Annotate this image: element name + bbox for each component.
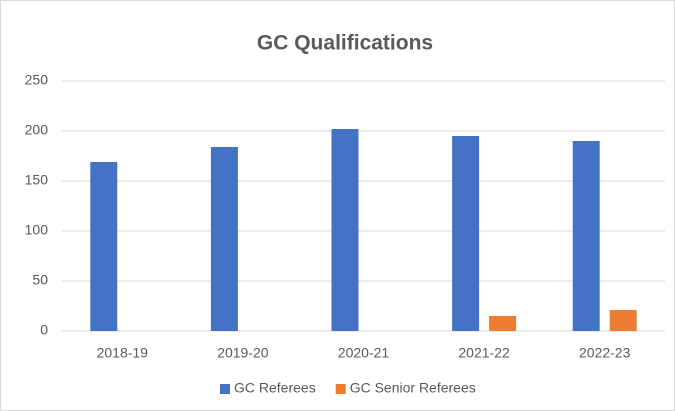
y-tick-label: 200 bbox=[25, 122, 49, 138]
legend-swatch bbox=[220, 384, 230, 394]
y-tick-label: 250 bbox=[25, 72, 49, 88]
x-tick-label: 2022-23 bbox=[579, 345, 631, 361]
x-tick-label: 2019-20 bbox=[217, 345, 269, 361]
bar bbox=[609, 310, 637, 331]
bar bbox=[90, 162, 118, 331]
y-tick-label: 50 bbox=[32, 272, 48, 288]
bar bbox=[489, 316, 517, 331]
legend-label: GC Referees bbox=[234, 380, 316, 396]
bar bbox=[331, 129, 359, 331]
y-tick-label: 100 bbox=[25, 222, 49, 238]
bar bbox=[572, 141, 600, 331]
x-tick-label: 2018-19 bbox=[97, 345, 149, 361]
legend-swatch bbox=[335, 384, 346, 394]
y-tick-label: 0 bbox=[40, 322, 48, 338]
legend-label: GC Senior Referees bbox=[350, 380, 476, 396]
chart-title: GC Qualifications bbox=[257, 32, 433, 55]
x-tick-label: 2021-22 bbox=[458, 345, 510, 361]
bar bbox=[452, 136, 480, 331]
y-tick-label: 150 bbox=[25, 172, 49, 188]
x-tick-label: 2020-21 bbox=[338, 345, 390, 361]
bar bbox=[210, 147, 238, 331]
